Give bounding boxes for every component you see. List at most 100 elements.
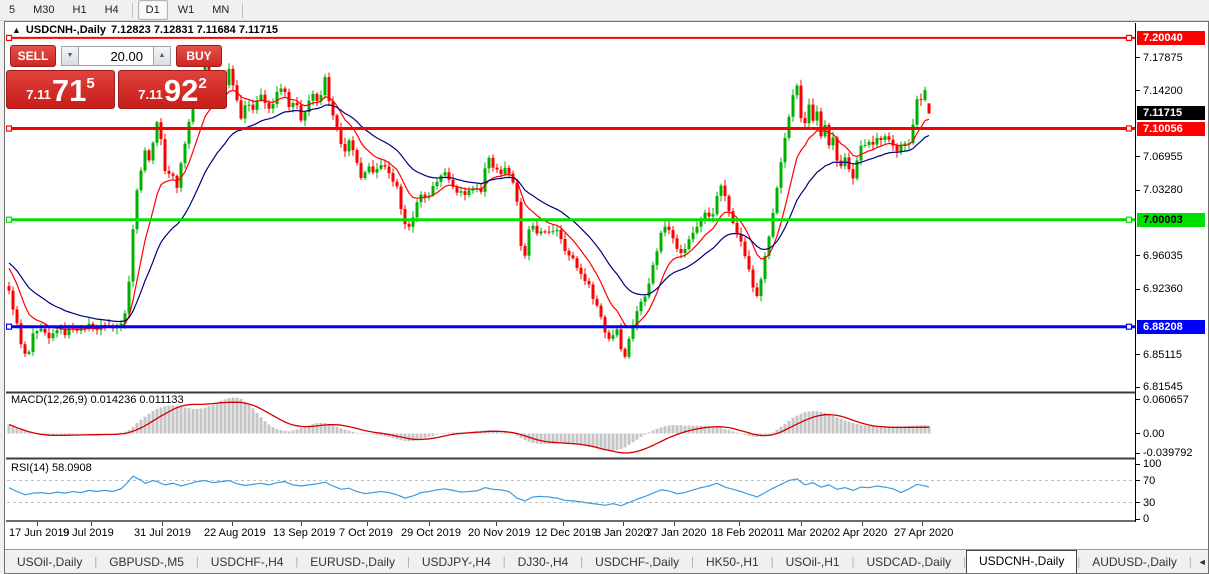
date-tick (367, 522, 368, 526)
chart-tab-bar: USOil-,Daily | GBPUSD-,M5 | USDCHF-,H4 | EURUS… (5, 549, 1208, 573)
toolbar-separator (242, 2, 244, 18)
tab-separator: | (580, 555, 584, 568)
tab-separator: | (851, 555, 855, 568)
tab-gbpusd-m5[interactable]: GBPUSD-,M5 (109, 555, 184, 569)
timeframe-button-H4[interactable]: H4 (104, 4, 119, 16)
tab-hk50-h1[interactable]: HK50-,H1 (706, 555, 759, 569)
hline-7.2004[interactable] (6, 34, 1136, 42)
rsi-tick-100: 100 (1143, 458, 1162, 470)
timeframe-toolbar: 5 M30 H1 H4 D1 W1 MN (0, 0, 1209, 21)
buy-price-button[interactable]: 7.11 92 2 (118, 70, 227, 109)
sell-button[interactable]: SELL (10, 45, 56, 67)
hline-handle (1125, 323, 1133, 330)
macd-tick-0.060657: 0.060657 (1143, 393, 1189, 406)
hline-handle (6, 34, 13, 42)
hline-handle (1125, 216, 1133, 223)
tab-dj30-h4[interactable]: DJ30-,H4 (517, 555, 569, 569)
volume-stepper: ▼ ▲ (61, 46, 171, 66)
tab-usdjpy-h4[interactable]: USDJPY-,H4 (421, 555, 491, 569)
buy-price-big: 92 (163, 73, 199, 108)
volume-input[interactable] (79, 46, 153, 66)
hline-7.10056[interactable] (6, 125, 1136, 132)
date-label: 27 Jan 2020 (646, 527, 707, 539)
hline-handle (6, 323, 13, 330)
rsi-value: 58.0908 (51, 462, 92, 474)
one-click-trading-panel: SELL ▼ ▲ BUY 7.11 71 5 7.11 92 2 (6, 44, 232, 109)
date-label: 29 Oct 2019 (401, 527, 461, 539)
hline-6.88208[interactable] (6, 323, 1136, 330)
price-badge-7.10056: 7.10056 (1137, 121, 1205, 136)
date-tick (301, 522, 302, 526)
price-tick-6.81545: 6.81545 (1143, 381, 1183, 394)
buy-button[interactable]: BUY (176, 45, 222, 67)
date-label: 3 Jan 2020 (595, 527, 650, 539)
tab-eurusd-daily[interactable]: EURUSD-,Daily (310, 555, 395, 569)
moving-averages-layer (8, 89, 930, 331)
trade-panel-collapse-icon[interactable]: ▲ (12, 25, 21, 35)
date-tick (862, 522, 863, 526)
timeframe-button-D1[interactable]: D1 (137, 0, 168, 20)
tab-separator: | (691, 555, 695, 568)
date-tick (91, 522, 92, 526)
timeframe-button-MN[interactable]: MN (212, 4, 230, 16)
hline-7.00003[interactable] (6, 216, 1136, 223)
date-tick (739, 522, 740, 526)
price-tick-7.03280: 7.03280 (1143, 183, 1183, 196)
tab-separator: | (1188, 555, 1192, 568)
date-label: 9 Jul 2019 (63, 527, 114, 539)
rsi-tick-30: 30 (1143, 496, 1156, 509)
chart-canvas[interactable] (6, 23, 1136, 522)
date-label: 13 Sep 2019 (273, 527, 336, 539)
price-badge-6.88208: 6.88208 (1137, 319, 1205, 334)
date-label: 2 Apr 2020 (834, 527, 888, 539)
sell-price-prefix: 7.11 (26, 87, 51, 102)
chart-title-row: ▲ USDCNH-,Daily 7.12823 7.12831 7.11684 … (12, 24, 278, 36)
date-tick (232, 522, 233, 526)
tab-usdchf-daily[interactable]: USDCHF-,Daily (595, 555, 680, 569)
date-label: 18 Feb 2020 (711, 527, 773, 539)
date-label: 20 Nov 2019 (468, 527, 531, 539)
price-badge-7.20040: 7.20040 (1137, 30, 1205, 45)
tab-usoil-daily[interactable]: USOil-,Daily (17, 555, 83, 569)
tab-audusd-daily[interactable]: AUDUSD-,Daily (1092, 555, 1177, 569)
rsi-tick-70: 70 (1143, 474, 1156, 487)
tab-usdcad-daily[interactable]: USDCAD-,Daily (866, 555, 952, 569)
date-label: 12 Dec 2019 (535, 527, 598, 539)
volume-decrease-icon[interactable]: ▼ (61, 46, 79, 66)
buy-price-pip: 2 (198, 75, 207, 92)
macd-label: MACD(12,26,9) (11, 394, 88, 406)
tab-usdcnh-daily[interactable]: USDCNH-,Daily (965, 550, 1078, 573)
timeframe-button-H1[interactable]: H1 (72, 4, 87, 16)
hline-handle (1125, 34, 1133, 42)
date-tick (162, 522, 163, 526)
date-label: 27 Apr 2020 (894, 527, 954, 539)
date-axis: 17 Jun 2019 9 Jul 2019 31 Jul 2019 22 Aug 2… (6, 522, 1207, 549)
tab-separator: | (963, 555, 966, 568)
tab-separator: | (502, 555, 506, 568)
date-label: 31 Jul 2019 (134, 527, 191, 539)
timeframe-button-M30[interactable]: M30 (33, 4, 55, 16)
date-label: 7 Oct 2019 (339, 527, 393, 539)
price-tick-6.92360: 6.92360 (1143, 283, 1183, 296)
price-axis: 7.17875 7.14200 7.06955 7.03280 6.96035 6.923… (1135, 23, 1208, 525)
tab-usdchf-h4[interactable]: USDCHF-,H4 (210, 555, 284, 569)
volume-increase-icon[interactable]: ▲ (153, 46, 171, 66)
rsi-pane (7, 475, 1135, 507)
timeframe-button-W1[interactable]: W1 (177, 4, 195, 16)
tab-scroll-left-icon[interactable]: ◄ (1197, 556, 1207, 567)
date-tick (496, 522, 497, 526)
chart-quote-ohlc: 7.12823 7.12831 7.11684 7.11715 (111, 24, 279, 36)
tab-usoil-h1[interactable]: USOil-,H1 (785, 555, 840, 569)
timeframe-button-5[interactable]: 5 (9, 4, 16, 16)
tab-separator: | (195, 555, 199, 568)
sell-price-button[interactable]: 7.11 71 5 (6, 70, 115, 109)
date-label: 17 Jun 2019 (9, 527, 70, 539)
hline-handle (1125, 125, 1133, 132)
macd-label-row: MACD(12,26,9) 0.014236 0.011133 (11, 394, 184, 406)
macd-tick-0.00: 0.00 (1143, 427, 1165, 440)
sell-price-big: 71 (51, 73, 87, 108)
tab-separator: | (94, 555, 98, 568)
rsi-label-row: RSI(14) 58.0908 (11, 462, 92, 474)
rsi-label: RSI(14) (11, 462, 49, 474)
